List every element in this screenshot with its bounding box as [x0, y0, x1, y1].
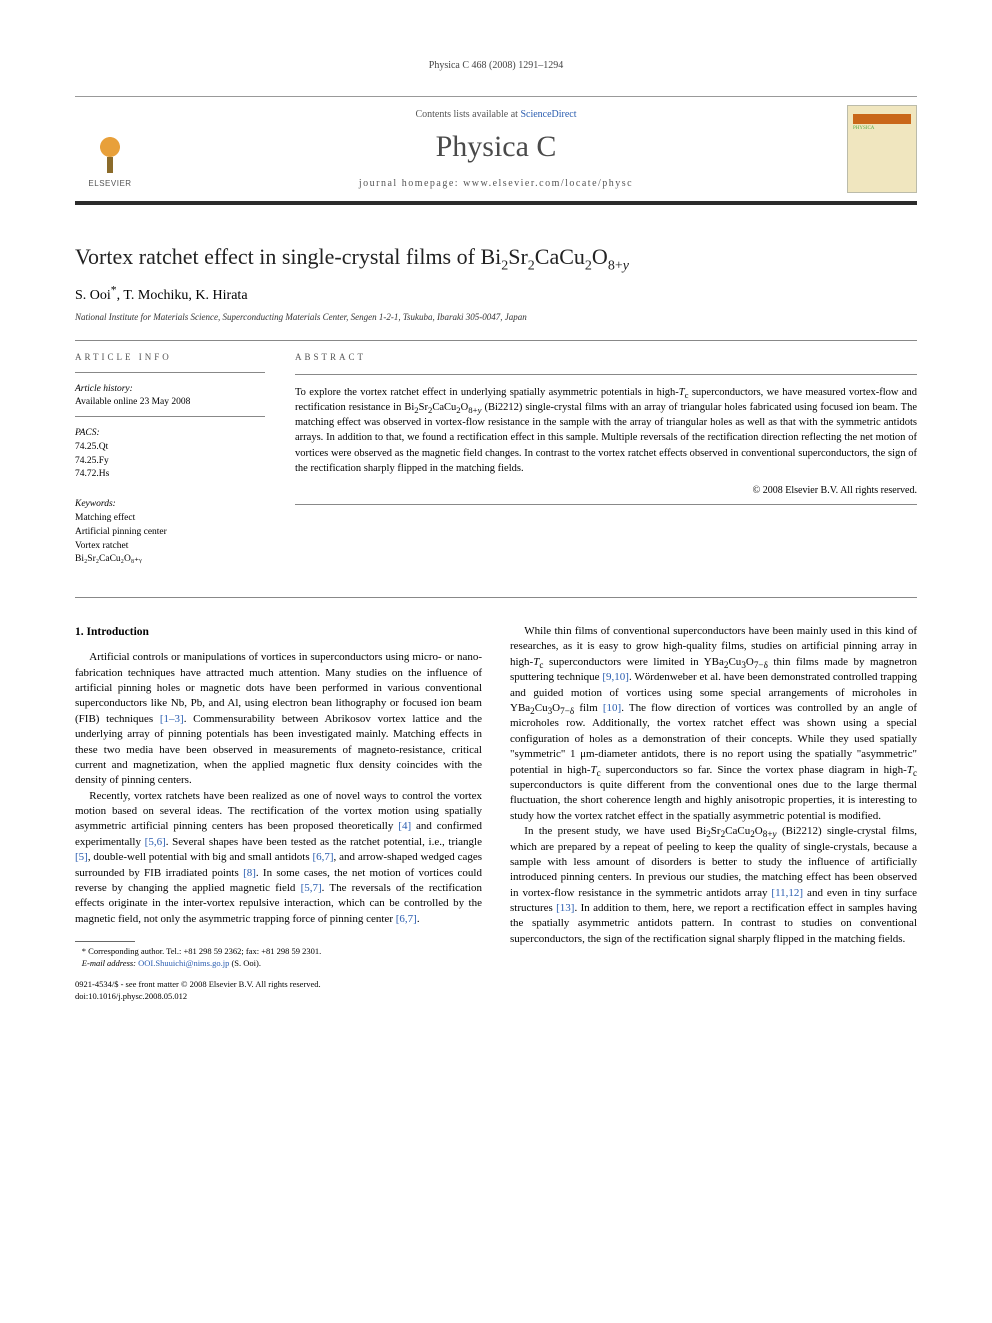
sciencedirect-link[interactable]: ScienceDirect — [520, 109, 576, 120]
footnote-email-line: E-mail address: OOI.Shuuichi@nims.go.jp … — [75, 958, 482, 969]
pacs-item: 74.25.Qt — [75, 441, 265, 455]
paragraph: While thin films of conventional superco… — [510, 624, 917, 824]
history-text: Available online 23 May 2008 — [75, 396, 265, 410]
doi-line: doi:10.1016/j.physc.2008.05.012 — [75, 991, 482, 1002]
paragraph: Recently, vortex ratchets have been real… — [75, 789, 482, 928]
running-header: Physica C 468 (2008) 1291–1294 — [75, 60, 917, 71]
paragraph: In the present study, we have used Bi2Sr… — [510, 824, 917, 947]
author-list: S. Ooi*, T. Mochiku, K. Hirata — [75, 288, 917, 304]
pacs-item: 74.72.Hs — [75, 468, 265, 482]
keyword-item: Artificial pinning center — [75, 526, 265, 540]
publisher-logo-block: ELSEVIER — [75, 110, 145, 188]
keyword-item: Vortex ratchet — [75, 540, 265, 554]
abstract-column: ABSTRACT To explore the vortex ratchet e… — [295, 351, 917, 567]
keywords-label: Keywords: — [75, 498, 265, 512]
abstract-heading: ABSTRACT — [295, 351, 917, 364]
divider — [295, 374, 917, 375]
journal-homepage-line: journal homepage: www.elsevier.com/locat… — [145, 178, 847, 189]
divider — [295, 504, 917, 505]
footnote-line: * Corresponding author. Tel.: +81 298 59… — [75, 946, 482, 957]
paragraph: Artificial controls or manipulations of … — [75, 650, 482, 789]
homepage-url[interactable]: www.elsevier.com/locate/physc — [463, 178, 633, 189]
article-info-heading: ARTICLE INFO — [75, 351, 265, 364]
divider — [75, 340, 917, 341]
elsevier-tree-icon — [85, 127, 135, 177]
divider — [75, 372, 265, 373]
cover-label: PHYSICA — [853, 126, 874, 131]
front-matter-line: 0921-4534/$ - see front matter © 2008 El… — [75, 979, 482, 990]
masthead: ELSEVIER Contents lists available at Sci… — [75, 96, 917, 205]
divider — [75, 416, 265, 417]
info-abstract-row: ARTICLE INFO Article history: Available … — [75, 351, 917, 567]
contents-available-line: Contents lists available at ScienceDirec… — [145, 109, 847, 120]
contents-prefix: Contents lists available at — [415, 109, 520, 120]
email-suffix: (S. Ooi). — [229, 958, 261, 968]
homepage-prefix: journal homepage: — [359, 178, 463, 189]
pacs-item: 74.25.Fy — [75, 455, 265, 469]
abstract-text: To explore the vortex ratchet effect in … — [295, 385, 917, 476]
section-divider — [75, 597, 917, 598]
footnote-separator — [75, 941, 135, 942]
page-root: Physica C 468 (2008) 1291–1294 ELSEVIER … — [0, 0, 992, 1042]
cover-bar-icon — [853, 114, 911, 124]
email-label: E-mail address: — [82, 958, 136, 968]
keyword-item: Bi₂Sr₂CaCu₂O₈₊ᵧ — [75, 553, 265, 567]
footer-meta: 0921-4534/$ - see front matter © 2008 El… — [75, 979, 482, 1002]
pacs-label: PACS: — [75, 427, 265, 441]
publisher-label: ELSEVIER — [88, 179, 131, 188]
corresponding-email[interactable]: OOI.Shuuichi@nims.go.jp — [138, 958, 229, 968]
article-info-column: ARTICLE INFO Article history: Available … — [75, 351, 265, 567]
masthead-center: Contents lists available at ScienceDirec… — [145, 109, 847, 189]
history-label: Article history: — [75, 383, 265, 397]
journal-name: Physica C — [145, 130, 847, 164]
keyword-item: Matching effect — [75, 512, 265, 526]
abstract-copyright: © 2008 Elsevier B.V. All rights reserved… — [295, 484, 917, 499]
journal-cover-thumbnail: PHYSICA — [847, 105, 917, 193]
spacer — [75, 482, 265, 490]
author-affiliation: National Institute for Materials Science… — [75, 312, 917, 322]
body-two-column: 1. Introduction Artificial controls or m… — [75, 624, 917, 1002]
section-heading-introduction: 1. Introduction — [75, 624, 482, 640]
article-title: Vortex ratchet effect in single-crystal … — [75, 243, 917, 272]
corresponding-author-footnote: * Corresponding author. Tel.: +81 298 59… — [75, 946, 482, 969]
